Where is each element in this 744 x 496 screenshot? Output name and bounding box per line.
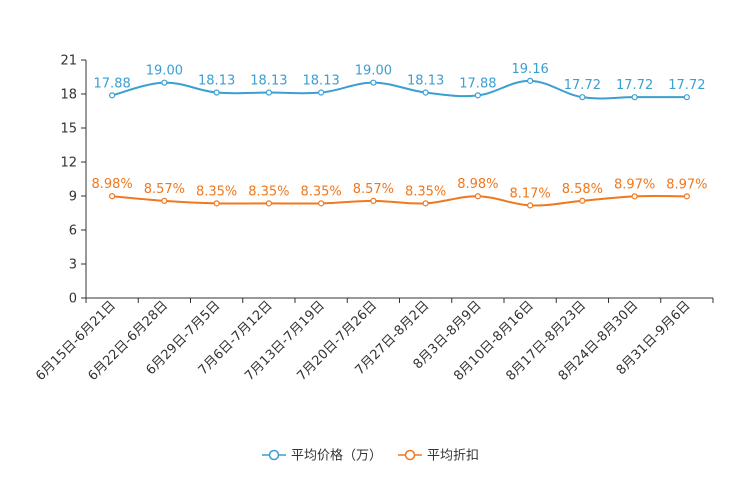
data-point [579,197,586,204]
data-label: 17.88 [94,76,131,91]
data-point [265,89,272,96]
data-label: 8.17% [509,186,550,201]
series-average-discount: 8.98% 8.57% 8.35% 8.35% 8.35% 8.57% 8.35% 8.98%… [91,177,708,209]
y-tick-label: 21 [60,54,77,69]
data-point [318,200,325,207]
data-label: 8.58% [562,182,603,197]
data-point [109,193,116,200]
series-line [111,79,687,100]
data-label: 8.35% [196,184,237,199]
y-tick-label: 9 [69,190,77,205]
legend-label: 平均价格（万） [291,448,382,464]
data-label: 8.57% [144,182,185,197]
y-tick-label: 0 [69,292,77,307]
data-point [683,94,690,101]
data-point [631,94,638,101]
data-point [265,200,272,207]
y-tick-label: 18 [60,88,77,103]
data-label: 8.35% [300,184,341,199]
data-label: 18.13 [250,74,287,89]
data-label: 18.13 [198,74,235,89]
data-label: 18.13 [407,74,444,89]
y-tick-label: 6 [69,224,77,239]
data-label: 8.35% [405,184,446,199]
legend-label: 平均折扣 [427,449,479,464]
legend-marker [404,449,416,461]
data-point [370,197,377,204]
data-label: 8.97% [666,177,707,192]
data-point [631,193,638,200]
data-label: 8.35% [248,184,289,199]
data-label: 19.00 [146,64,183,79]
data-label: 8.98% [91,177,132,192]
data-point [474,92,481,99]
data-point [527,202,534,209]
data-point [161,79,168,86]
legend-item-average-price[interactable]: 平均价格（万） [262,448,382,464]
data-label: 17.88 [459,76,496,91]
data-point [213,200,220,207]
legend-marker [268,449,280,461]
data-point [370,79,377,86]
y-tick-label: 15 [60,122,77,137]
data-label: 17.72 [668,78,705,93]
y-tick-label: 3 [69,258,77,273]
series-average-price: 17.88 19.00 18.13 18.13 18.13 19.00 18.13 17.88… [94,62,705,101]
data-point [318,89,325,96]
data-label: 8.97% [614,177,655,192]
data-point [474,193,481,200]
data-label: 19.00 [355,64,392,79]
data-point [683,193,690,200]
data-label: 17.72 [564,78,601,93]
legend-item-average-discount[interactable]: 平均折扣 [398,449,479,464]
data-label: 8.57% [353,182,394,197]
data-point [579,94,586,101]
y-tick-label: 12 [60,156,77,171]
data-label: 17.72 [616,78,653,93]
series-group: 17.88 19.00 18.13 18.13 18.13 19.00 18.13 17.88… [91,62,708,209]
series-line [112,194,687,207]
data-point [213,89,220,96]
legend[interactable]: 平均价格（万） 平均折扣 [262,448,479,464]
data-label: 19.16 [512,62,549,77]
data-point [527,77,534,84]
data-label: 18.13 [303,74,340,89]
y-axis-ticks: 0 3 6 9 12 15 18 21 [60,54,86,307]
data-label: 8.98% [457,177,498,192]
data-point [422,200,429,207]
data-point [109,92,116,99]
x-axis-ticks: 6月15日-6月21日6月22日-6月28日6月29日-7月5日7月6日-7月1… [33,298,714,384]
data-point [422,89,429,96]
data-point [161,197,168,204]
